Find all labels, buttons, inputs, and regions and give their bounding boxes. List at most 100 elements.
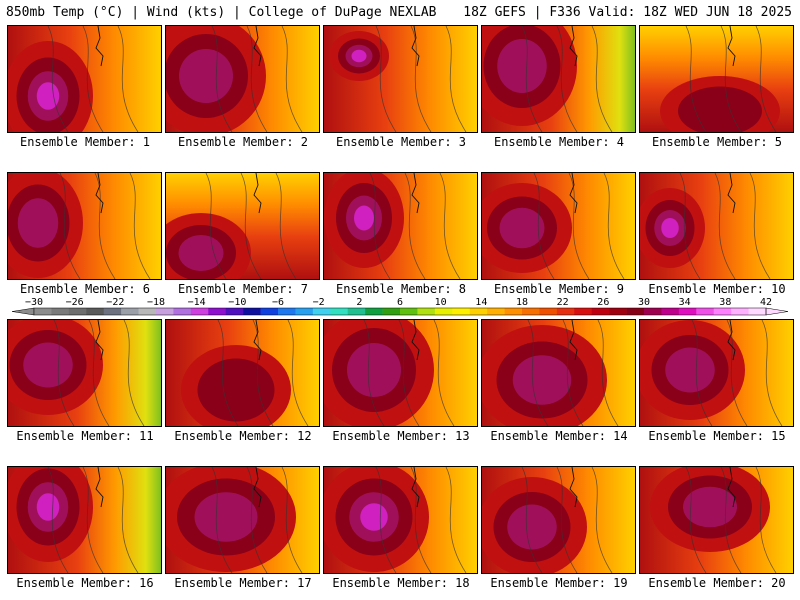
ensemble-map-panel: [639, 466, 794, 574]
ensemble-member-label: Ensemble Member: 18: [332, 576, 470, 590]
ensemble-map-panel: [7, 172, 162, 280]
contour-line: [117, 467, 139, 573]
colorbar-tick-label: −2: [313, 297, 325, 308]
colorbar-tick-label: 2: [356, 297, 362, 308]
colorbar-swatch: [68, 308, 87, 315]
colorbar-swatch: [574, 308, 593, 315]
contour-line: [59, 173, 81, 279]
contour-line: [521, 467, 543, 573]
contour-line: [410, 26, 432, 132]
contour-line: [755, 26, 777, 132]
coastline: [727, 26, 736, 67]
colorbar-swatch: [347, 308, 366, 315]
temperature-map: [8, 467, 161, 573]
contour-line: [123, 320, 145, 426]
colorbar-swatch: [539, 308, 558, 315]
contour-line: [527, 320, 549, 426]
contour-line: [240, 173, 262, 279]
colorbar-max-arrow: [765, 307, 789, 316]
colorbar-swatch: [86, 308, 105, 315]
colorbar-tick-label: −14: [188, 297, 206, 308]
colorbar-swatch: [400, 308, 418, 315]
ensemble-member-label: Ensemble Member: 3: [335, 135, 467, 149]
ensemble-map-panel: [7, 466, 162, 574]
temperature-core: [678, 86, 762, 132]
contour-line: [82, 467, 104, 573]
contour-line: [533, 173, 555, 279]
contour-line: [556, 26, 578, 132]
colorbar-swatch: [295, 308, 314, 315]
temperature-core: [179, 49, 233, 103]
contour-line: [556, 467, 578, 573]
ensemble-map-panel: [481, 319, 636, 427]
colorbar-tick-label: 22: [557, 297, 569, 308]
colorbar-swatch: [34, 308, 52, 315]
ensemble-map-panel: [639, 25, 794, 133]
contour-line: [211, 26, 233, 132]
temperature-map: [324, 26, 477, 132]
colorbar-tick-label: 26: [597, 297, 609, 308]
contour-line: [369, 173, 391, 279]
contour-line: [714, 173, 736, 279]
coastline: [253, 173, 262, 214]
contour-line: [375, 467, 397, 573]
coastline: [95, 173, 104, 214]
colorbar-tick-label: 10: [435, 297, 447, 308]
contour-line: [129, 173, 151, 279]
colorbar-tick-label: 34: [679, 297, 691, 308]
temperature-map: [166, 173, 319, 279]
ensemble-member-label: Ensemble Member: 9: [493, 282, 625, 296]
temperature-core: [683, 486, 737, 528]
colorbar-swatch: [487, 308, 505, 315]
contour-line: [275, 173, 297, 279]
contour-line: [761, 320, 783, 426]
colorbar-tick-label: −18: [147, 297, 165, 308]
ensemble-member-label: Ensemble Member: 16: [16, 576, 154, 590]
contour-line: [47, 467, 69, 573]
coastline: [411, 320, 420, 361]
colorbar-swatch: [748, 308, 767, 315]
coastline: [727, 320, 736, 361]
contour-line: [755, 467, 777, 573]
contour-line: [205, 173, 227, 279]
coastline: [253, 26, 262, 67]
contour-line: [445, 26, 467, 132]
colorbar-swatch: [173, 308, 192, 315]
coastline: [411, 26, 420, 67]
colorbar-swatch: [609, 308, 627, 315]
colorbar-tick-label: 14: [475, 297, 487, 308]
coastline: [95, 26, 104, 67]
ensemble-map-panel: [323, 25, 478, 133]
contour-line: [433, 320, 455, 426]
coastline: [569, 26, 578, 67]
ensemble-member-label: Ensemble Member: 6: [19, 282, 151, 296]
coastline: [95, 320, 104, 361]
ensemble-member-label: Ensemble Member: 8: [335, 282, 467, 296]
colorbar-swatch: [51, 308, 70, 315]
ensemble-member-label: Ensemble Member: 10: [648, 282, 786, 296]
contour-line: [252, 320, 274, 426]
contour-line: [568, 173, 590, 279]
colorbar-swatch: [556, 308, 575, 315]
colorbar-tick-label: 30: [638, 297, 650, 308]
colorbar-swatch: [190, 308, 209, 315]
ensemble-map-panel: [481, 25, 636, 133]
temperature-core: [351, 49, 367, 63]
temperature-core: [23, 342, 73, 388]
temperature-core: [36, 82, 60, 110]
contour-line: [445, 467, 467, 573]
ensemble-member-label: Ensemble Member: 12: [174, 429, 312, 443]
contour-line: [439, 173, 461, 279]
contour-line: [720, 26, 742, 132]
temperature-core: [36, 493, 60, 521]
contour-line: [679, 173, 701, 279]
colorbar-swatch: [138, 308, 157, 315]
colorbar-swatch: [452, 308, 471, 315]
ensemble-member-label: Ensemble Member: 14: [490, 429, 628, 443]
contour-line: [281, 467, 303, 573]
temperature-map: [324, 467, 477, 573]
ensemble-member-label: Ensemble Member: 5: [651, 135, 783, 149]
temperature-core: [178, 235, 224, 271]
colorbar-tick-label: −10: [228, 297, 246, 308]
colorbar-swatch: [434, 308, 453, 315]
